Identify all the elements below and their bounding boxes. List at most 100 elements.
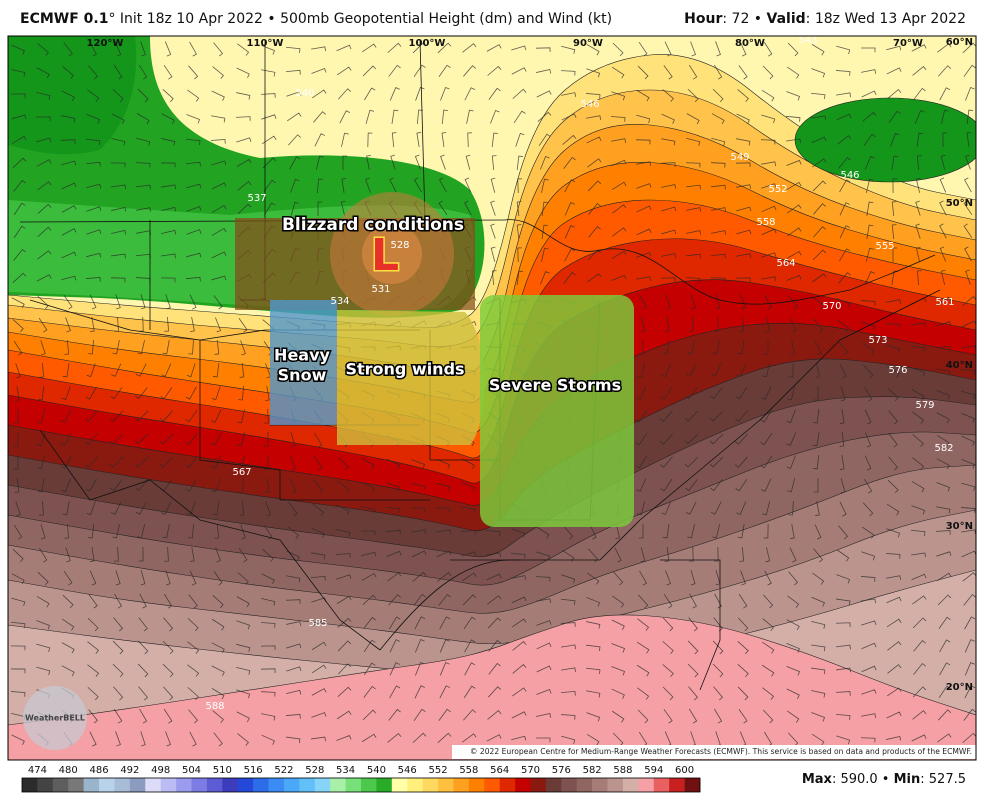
hour: : 72 • <box>722 11 763 27</box>
latitude-label: 40°N <box>946 360 973 371</box>
map-frame <box>7 35 977 761</box>
colorbar-label: 558 <box>459 765 478 776</box>
colorbar-label: 540 <box>367 765 386 776</box>
colorbar-swatch <box>68 778 84 792</box>
low-core <box>362 224 422 284</box>
contour-label: 540 <box>295 88 314 99</box>
colorbar-swatch <box>515 778 531 792</box>
colorbar-label: 474 <box>28 765 47 776</box>
colorbar-label: 516 <box>244 765 263 776</box>
stats: Max: 590.0 • Min: 527.5 <box>802 772 966 787</box>
colorbar-swatch <box>83 778 100 792</box>
logo-badge <box>23 686 87 750</box>
border <box>199 340 430 501</box>
colorbar-swatch <box>160 778 177 792</box>
annotation-severe-storms: Severe Storms <box>489 376 621 395</box>
contour-label: 552 <box>768 184 787 195</box>
colorbar-swatch <box>22 778 38 792</box>
contour-label: 537 <box>247 193 266 204</box>
colorbar-label: 582 <box>583 765 602 776</box>
colorbar-swatch <box>638 778 655 792</box>
colorbar-swatch <box>37 778 54 792</box>
contour-label: 534 <box>330 296 349 307</box>
border <box>379 559 600 651</box>
colorbar-swatch <box>653 778 670 792</box>
colorbar-label: 528 <box>305 765 324 776</box>
latitude-label: 20°N <box>946 682 973 693</box>
colorbar-label: 552 <box>428 765 447 776</box>
logo: WeatherBELL <box>25 714 85 723</box>
colorbar-swatch <box>438 778 454 792</box>
height-band <box>8 614 976 760</box>
contour-label: 582 <box>934 443 953 454</box>
longitude-label: 100°W <box>409 38 446 49</box>
colorbar-label: 510 <box>213 765 232 776</box>
low-marker: L <box>371 230 399 281</box>
contour-label: 549 <box>730 152 749 163</box>
copyright: © 2022 European Centre for Medium-Range … <box>470 747 972 756</box>
colorbar-swatch <box>484 778 500 792</box>
heavy-snow-area <box>270 300 337 425</box>
border <box>39 429 381 651</box>
colorbar-swatch <box>253 778 269 792</box>
colorbar-swatch <box>52 778 69 792</box>
degree: ° <box>108 11 116 27</box>
contour-label: 585 <box>308 618 327 629</box>
colorbar-swatch <box>576 778 593 792</box>
colorbar-swatch <box>607 778 624 792</box>
colorbar-swatch <box>268 778 285 792</box>
max-label: Max <box>801 772 832 787</box>
colorbar-swatch <box>422 778 439 792</box>
colorbar-swatch <box>237 778 254 792</box>
colorbar-label: 594 <box>644 765 663 776</box>
colorbar-swatch <box>407 778 423 792</box>
longitude-label: 80°W <box>735 38 765 49</box>
colorbar-swatch <box>468 778 485 792</box>
min-label: Min <box>893 772 921 787</box>
colorbar-label: 522 <box>274 765 293 776</box>
colorbar-swatch <box>176 778 192 792</box>
hour-label: Hour <box>684 11 723 27</box>
min: : 527.5 <box>920 772 966 787</box>
green-ne <box>794 97 976 183</box>
border <box>419 39 426 221</box>
valid: : 18z Wed 13 Apr 2022 <box>805 11 966 27</box>
colorbar-swatch <box>330 778 346 792</box>
colorbar-label: 480 <box>59 765 78 776</box>
colorbar-swatch <box>499 778 516 792</box>
colorbar-frame <box>21 777 701 793</box>
colorbar-swatch <box>592 778 608 792</box>
contour-label: 543 <box>798 35 817 46</box>
contour-label: 528 <box>390 240 409 251</box>
colorbar-label: 498 <box>151 765 170 776</box>
contour-label: 564 <box>776 258 795 269</box>
contour-label: 573 <box>868 335 887 346</box>
colorbar-swatch <box>376 778 393 792</box>
colorbar-swatch <box>622 778 639 792</box>
contour-label: 546 <box>840 170 859 181</box>
contour-label: 531 <box>371 284 390 295</box>
colorbar-swatch <box>314 778 331 792</box>
colorbar-label: 492 <box>120 765 139 776</box>
colorbar-swatch <box>530 778 547 792</box>
latitude-label: 30°N <box>946 521 973 532</box>
severe-storms-area <box>480 295 634 527</box>
colorbar-swatch <box>283 778 300 792</box>
contour-label: 567 <box>232 467 251 478</box>
annotation-blizzard: Blizzard conditions <box>282 215 464 235</box>
colorbar-swatch <box>129 778 146 792</box>
contour-label: 546 <box>580 99 599 110</box>
colorbar-label: 486 <box>89 765 108 776</box>
colorbar-swatch <box>99 778 115 792</box>
longitude-label: 120°W <box>87 38 124 49</box>
annotation-strong-winds: Strong winds <box>345 360 464 379</box>
contour-label: 588 <box>205 701 224 712</box>
contour-label: 555 <box>875 241 894 252</box>
border <box>504 219 936 305</box>
colorbar-swatch <box>561 778 578 792</box>
colorbar-swatch <box>391 778 408 792</box>
colorbar-label: 600 <box>675 765 694 776</box>
colorbar-label: 588 <box>613 765 632 776</box>
